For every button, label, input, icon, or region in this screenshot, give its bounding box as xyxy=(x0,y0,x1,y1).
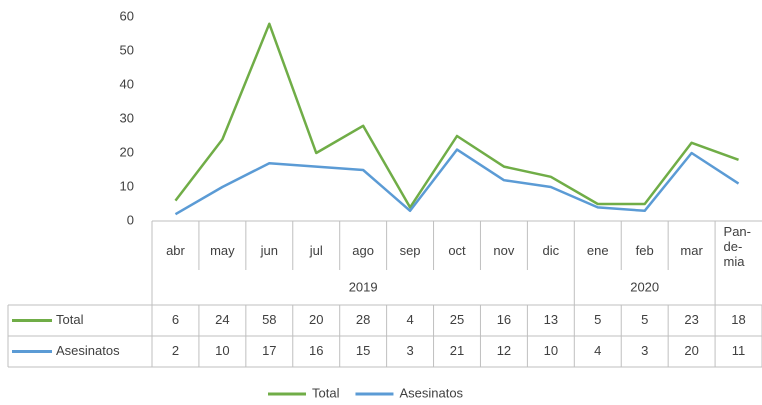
table-value: 16 xyxy=(497,312,511,327)
x-tick-label: ago xyxy=(352,243,374,258)
x-tick-label: abr xyxy=(166,243,185,258)
table-value: 12 xyxy=(497,343,511,358)
series-line xyxy=(174,22,739,209)
x-tick-label: sep xyxy=(399,243,421,258)
table-value: 10 xyxy=(215,343,229,358)
table-value: 18 xyxy=(731,312,745,327)
table-value: 4 xyxy=(406,312,413,327)
table-series-name: Total xyxy=(56,312,84,327)
legend-label: Total xyxy=(312,385,340,400)
table-value: 6 xyxy=(172,312,179,327)
table-series-name: Asesinatos xyxy=(56,343,120,358)
table-value: 16 xyxy=(309,343,323,358)
table-value: 11 xyxy=(732,343,746,358)
table-value: 10 xyxy=(544,343,558,358)
y-tick-label: 40 xyxy=(120,76,134,91)
x-tick-label: Pan-de-mia xyxy=(723,224,751,269)
table-value: 58 xyxy=(262,312,276,327)
x-tick-label: oct xyxy=(448,243,466,258)
table-value: 5 xyxy=(594,312,601,327)
table-value: 23 xyxy=(684,312,698,327)
table-value: 20 xyxy=(309,312,323,327)
x-tick-label: feb xyxy=(635,243,654,258)
x-tick-label: dic xyxy=(542,243,560,258)
table-value: 13 xyxy=(544,312,558,327)
y-tick-label: 30 xyxy=(120,110,134,125)
table-value: 25 xyxy=(450,312,464,327)
y-tick-label: 60 xyxy=(120,8,134,23)
table-value: 3 xyxy=(406,343,413,358)
table-value: 20 xyxy=(684,343,698,358)
table-value: 3 xyxy=(641,343,648,358)
table-value: 5 xyxy=(641,312,648,327)
y-tick-label: 0 xyxy=(127,212,134,227)
series-line xyxy=(174,148,740,216)
x-tick-label: jul xyxy=(309,243,323,258)
x-tick-label: ene xyxy=(586,243,609,258)
group-label: 2019 xyxy=(349,279,378,294)
table-value: 15 xyxy=(356,343,370,358)
y-tick-label: 10 xyxy=(120,178,134,193)
x-tick-label: mar xyxy=(680,243,703,258)
table-value: 28 xyxy=(356,312,370,327)
group-label: 2020 xyxy=(630,279,659,294)
legend-label: Asesinatos xyxy=(399,385,463,400)
x-tick-label: nov xyxy=(493,243,515,258)
x-tick-label: jun xyxy=(260,243,278,258)
y-tick-label: 20 xyxy=(120,144,134,159)
table-value: 2 xyxy=(172,343,179,358)
table-value: 24 xyxy=(215,312,229,327)
table-value: 4 xyxy=(594,343,601,358)
table-value: 17 xyxy=(262,343,276,358)
y-tick-label: 50 xyxy=(120,42,134,57)
table-value: 21 xyxy=(450,343,464,358)
x-tick-label: may xyxy=(210,243,235,258)
